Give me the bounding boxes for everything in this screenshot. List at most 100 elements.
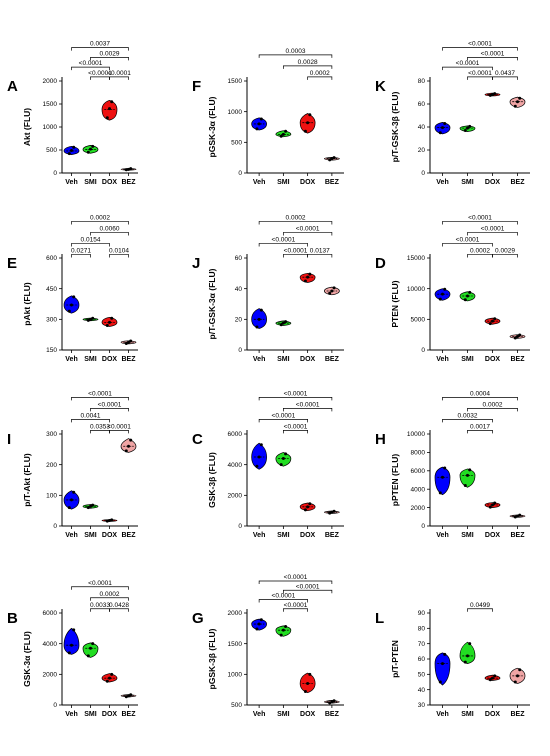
panel-f-bracket-0 bbox=[258, 54, 333, 58]
panel-l-violin-veh bbox=[434, 652, 451, 686]
panel-g-pvalue-0: <0.0001 bbox=[284, 574, 308, 581]
panel-d-point-veh-0 bbox=[438, 297, 442, 301]
panel-c-point-dox-1 bbox=[306, 505, 310, 509]
panel-j-pvalue-2: <0.0001 bbox=[272, 236, 296, 243]
panel-b-comparison-3: 0.0033 bbox=[90, 602, 110, 612]
panel-g-cat-dox: DOX bbox=[300, 711, 316, 718]
panel-h-cat-dox: DOX bbox=[485, 532, 501, 539]
panel-a-point-dox-2 bbox=[110, 100, 114, 104]
panel-e-cat-dox: DOX bbox=[102, 356, 118, 363]
panel-b-violin-smi bbox=[82, 642, 99, 658]
panel-j-point-smi-0 bbox=[279, 323, 283, 327]
panel-f-ylabel: pGSK-3α (FLU) bbox=[207, 96, 217, 157]
panel-b-bracket-1 bbox=[90, 597, 129, 601]
panel-h-point-veh-1 bbox=[441, 475, 444, 479]
panel-e-point-smi-2 bbox=[91, 316, 95, 320]
panel-g-ytick-3: 2000 bbox=[228, 610, 243, 617]
panel-d-point-bez-0 bbox=[513, 336, 517, 340]
panel-h-violin-smi bbox=[459, 468, 476, 488]
panel-d-letter: D bbox=[375, 255, 386, 272]
panel-k-bracket-2 bbox=[442, 66, 493, 71]
panel-j-bracket-0 bbox=[258, 221, 333, 225]
panel-g-letter: G bbox=[192, 610, 204, 627]
panel-a-cat-dox: DOX bbox=[102, 179, 118, 186]
panel-l-point-bez-1 bbox=[516, 674, 519, 678]
panel-a-point-veh-1 bbox=[70, 148, 73, 152]
panel-g-pvalue-3: <0.0001 bbox=[284, 602, 308, 609]
panel-b-cat-veh: Veh bbox=[65, 711, 77, 718]
panel-d-comparison-2: <0.0001 bbox=[442, 236, 493, 247]
panel-h-point-dox-1 bbox=[491, 503, 494, 507]
panel-h-ytick-4: 8000 bbox=[411, 450, 426, 457]
panel-a: A Akt (FLU) 0 500 1000 1500 2000 Veh SMI DOX BEZ 0.… bbox=[7, 41, 138, 186]
panel-a-comparison-4: <0.0001 bbox=[88, 70, 112, 80]
panel-c-letter: C bbox=[192, 431, 203, 448]
panel-b-point-dox-1 bbox=[108, 676, 111, 680]
panel-a-comparison-2: <0.0001 bbox=[71, 60, 110, 71]
panel-i-point-bez-1 bbox=[127, 444, 130, 448]
panel-i-point-dox-2 bbox=[110, 518, 114, 522]
panel-j-point-bez-0 bbox=[328, 291, 332, 295]
panel-c-cat-veh: Veh bbox=[253, 532, 265, 539]
panel-l: Lp/T-PTEN 30 40 50 60 70 80 90 Veh SMI DOX BEZ 0.049… bbox=[375, 602, 530, 718]
panel-j-point-dox-2 bbox=[308, 272, 312, 276]
panel-e-ylabel: pAkt (FLU) bbox=[22, 282, 32, 326]
panel-l-ytick-2: 50 bbox=[418, 672, 426, 679]
panel-j-comparison-4: <0.0001 bbox=[283, 247, 308, 258]
panel-e-point-bez-0 bbox=[124, 341, 128, 345]
panel-k-pvalue-3: 0.0437 bbox=[495, 70, 515, 77]
panel-g-pvalue-1: <0.0001 bbox=[296, 583, 320, 590]
panel-f-point-smi-0 bbox=[279, 134, 283, 138]
panel-i-comparison-4: 0.0353 bbox=[90, 423, 110, 434]
panel-d-ylabel: PTEN (FLU) bbox=[390, 280, 400, 327]
panel-j-point-smi-2 bbox=[284, 320, 288, 324]
panel-a-point-smi-1 bbox=[89, 147, 92, 151]
panel-g-bracket-2 bbox=[258, 599, 308, 603]
panel-k-bracket-0 bbox=[442, 47, 518, 51]
panel-e-point-veh-1 bbox=[70, 303, 73, 307]
panel-e-pvalue-3: 0.0271 bbox=[71, 247, 91, 254]
panel-i-comparison-2: 0.0041 bbox=[71, 412, 110, 423]
panel-i-comparison-1: <0.0001 bbox=[90, 401, 129, 412]
panel-g-ytick-1: 1000 bbox=[228, 672, 243, 679]
panel-b-point-veh-2 bbox=[72, 628, 76, 632]
panel-l-ytick-1: 40 bbox=[418, 687, 426, 694]
panel-l-point-veh-0 bbox=[438, 680, 442, 684]
panel-h-pvalue-2: 0.0032 bbox=[458, 412, 478, 419]
panel-h-bracket-0 bbox=[442, 397, 518, 401]
panel-d-cat-veh: Veh bbox=[436, 356, 448, 363]
panel-f-comparison-0: 0.0003 bbox=[258, 48, 333, 58]
panel-e-pvalue-0: 0.0002 bbox=[90, 214, 110, 221]
panel-k-ytick-2: 40 bbox=[418, 124, 426, 131]
panel-a-ylabel: Akt (FLU) bbox=[22, 108, 32, 146]
panel-g-point-smi-0 bbox=[279, 633, 283, 637]
panel-d-comparison-3: 0.0029 bbox=[492, 247, 518, 258]
panel-k-bracket-3 bbox=[492, 76, 518, 80]
panel-e-bracket-4 bbox=[109, 254, 129, 258]
panel-j-bracket-3 bbox=[307, 254, 333, 258]
panel-b-comparison-0: <0.0001 bbox=[71, 580, 129, 590]
panel-i-ytick-1: 100 bbox=[46, 493, 57, 500]
panel-f-point-smi-2 bbox=[284, 129, 288, 133]
panel-b-ytick-3: 6000 bbox=[43, 610, 58, 617]
panel-g-comparison-2: <0.0001 bbox=[258, 593, 308, 603]
panel-j-bracket-2 bbox=[258, 243, 308, 247]
panel-i-point-veh-1 bbox=[70, 498, 73, 502]
panel-e-pvalue-4: 0.0104 bbox=[109, 247, 129, 254]
panel-l-point-smi-2 bbox=[468, 642, 472, 646]
panel-a-ytick-1: 500 bbox=[46, 147, 57, 154]
panel-i-pvalue-2: 0.0041 bbox=[81, 412, 101, 419]
panel-l-point-dox-1 bbox=[491, 676, 494, 680]
panel-k-pvalue-4: <0.0001 bbox=[468, 70, 492, 77]
panel-b-point-bez-2 bbox=[129, 693, 133, 697]
panel-d-point-bez-2 bbox=[518, 333, 522, 337]
panel-a-ytick-4: 2000 bbox=[43, 78, 58, 85]
panel-b-letter: B bbox=[7, 610, 18, 627]
panel-a-point-veh-2 bbox=[72, 145, 76, 149]
panel-b-pvalue-0: <0.0001 bbox=[88, 580, 112, 587]
panel-a-point-dox-0 bbox=[105, 116, 109, 120]
panel-j-pvalue-4: <0.0001 bbox=[284, 247, 308, 254]
panel-l-ytick-5: 80 bbox=[418, 626, 426, 633]
panel-c-pvalue-3: <0.0001 bbox=[284, 423, 308, 430]
panel-j-point-dox-0 bbox=[303, 279, 307, 283]
